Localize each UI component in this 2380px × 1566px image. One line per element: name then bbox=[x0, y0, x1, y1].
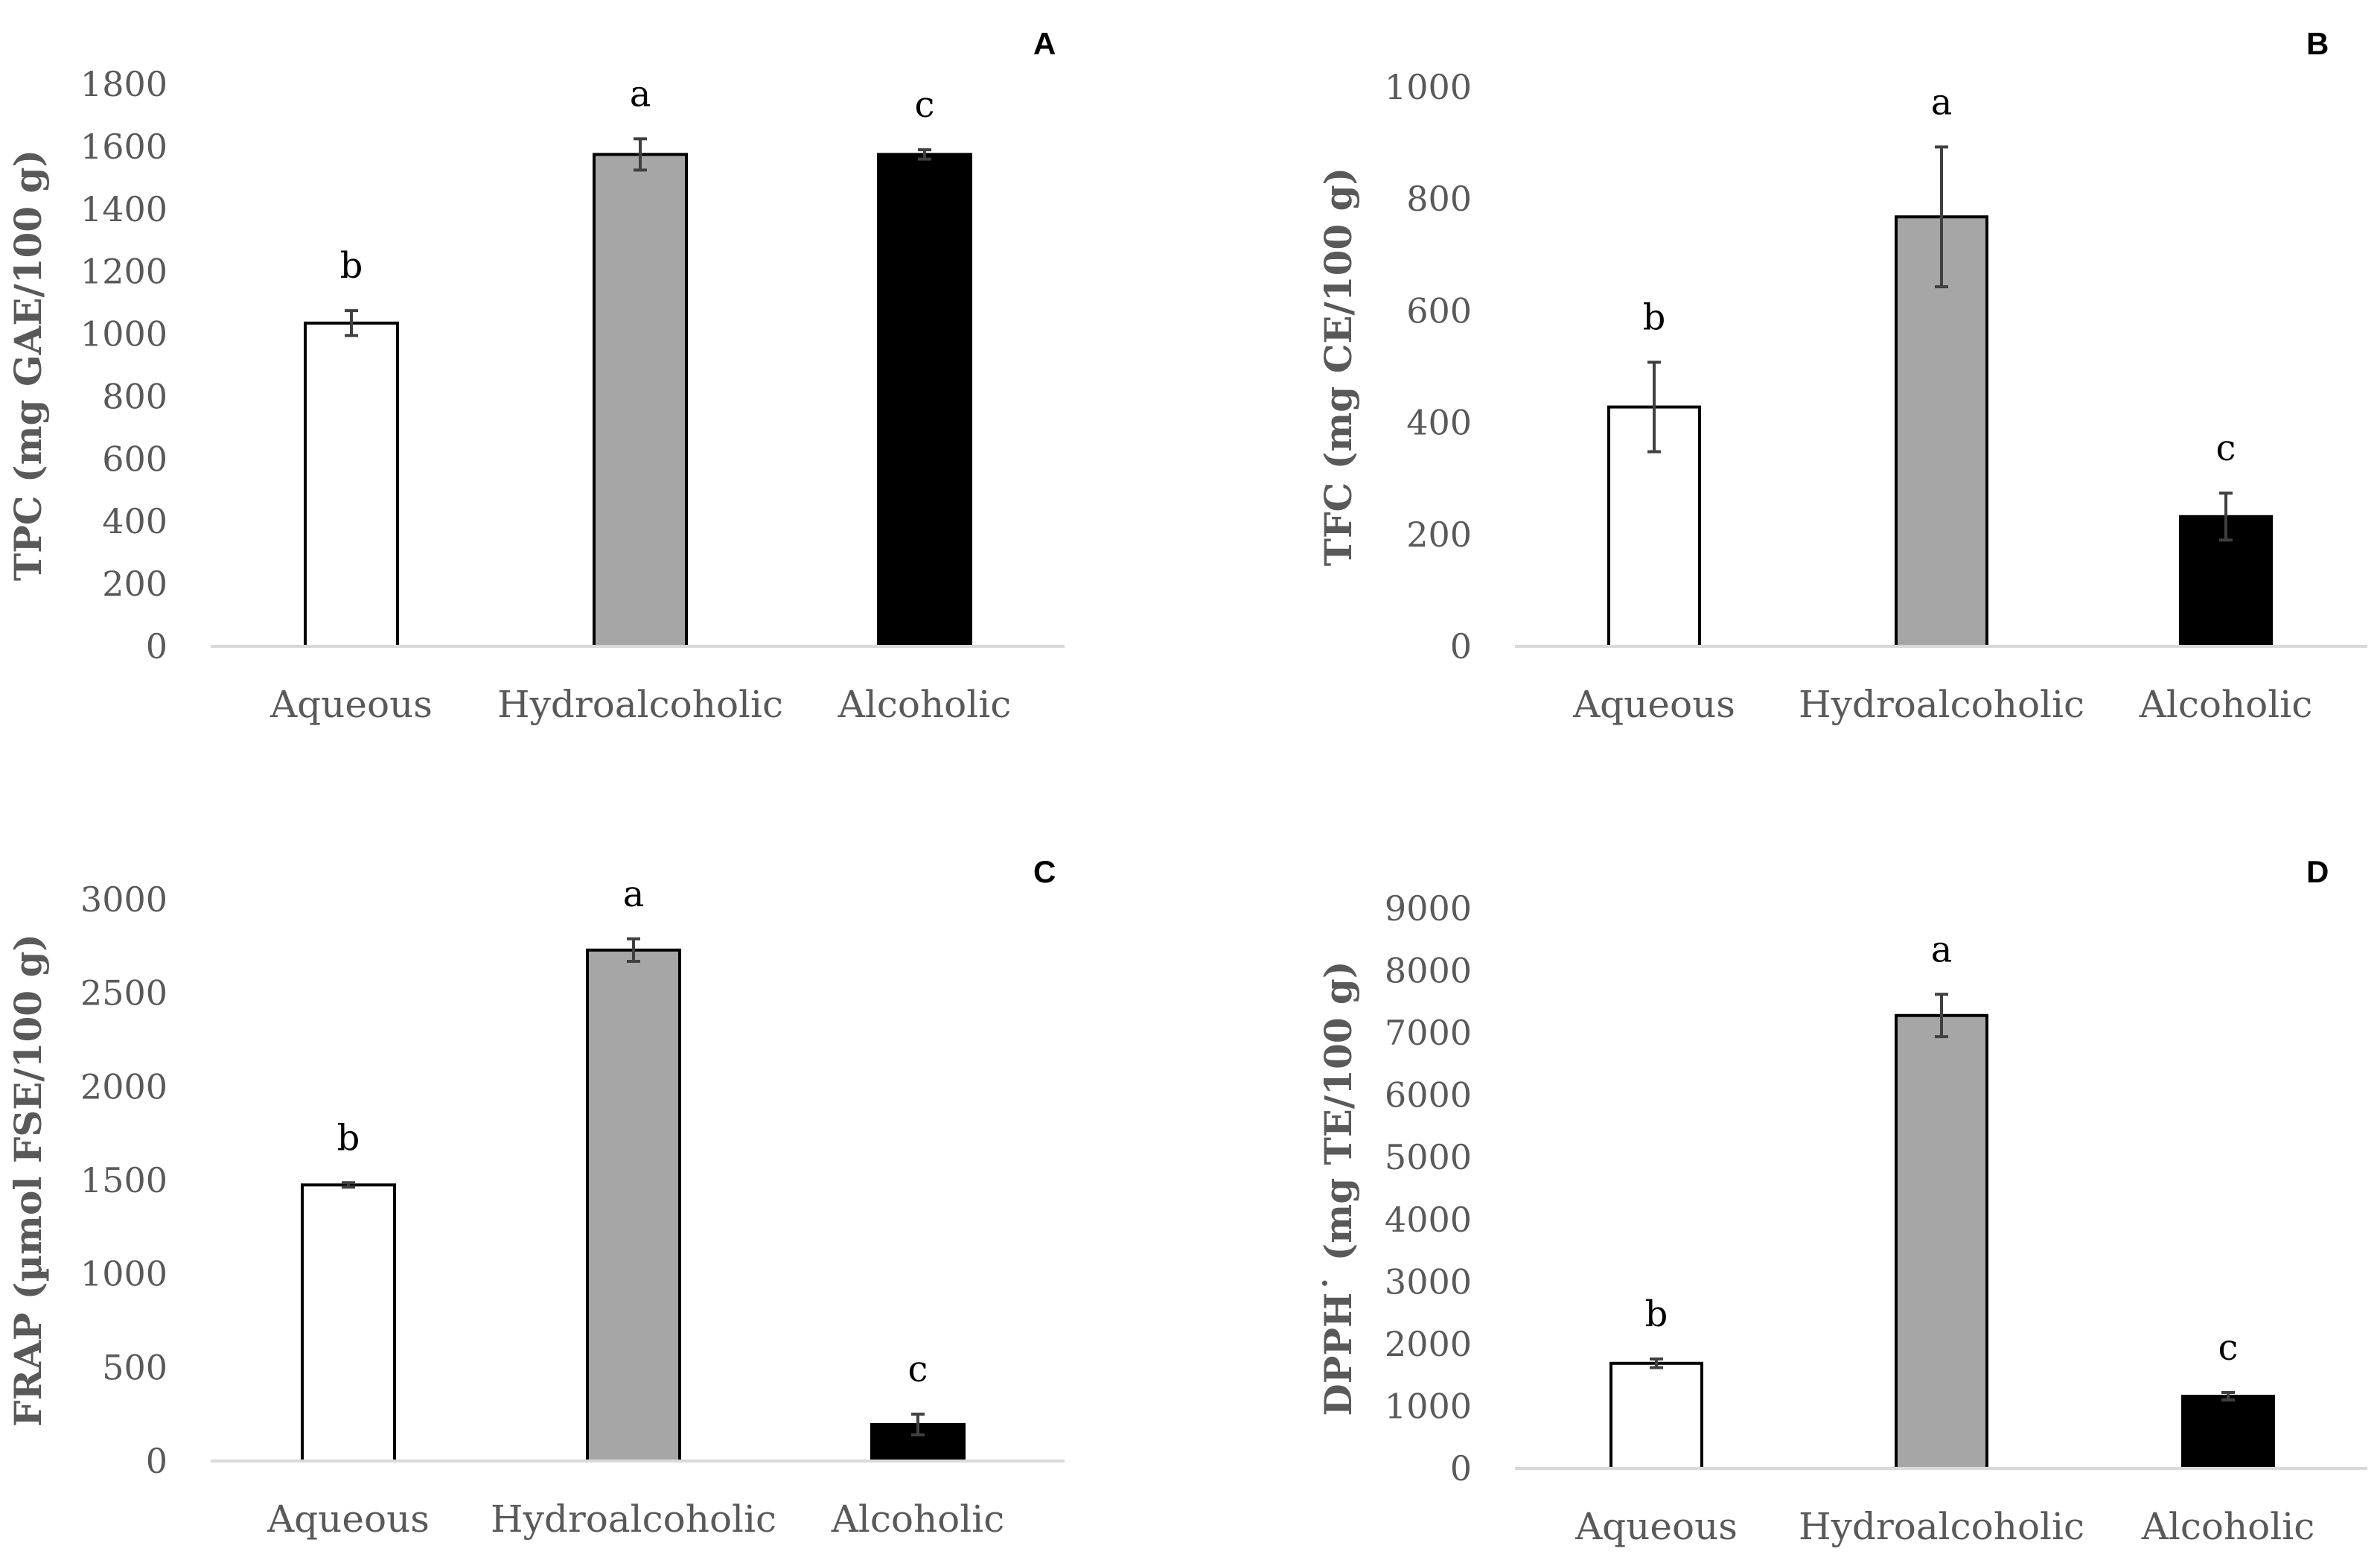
panel-d-ytick-label: 1000 bbox=[1385, 1386, 1472, 1426]
panel-d-category-label: Alcoholic bbox=[2141, 1505, 2315, 1548]
panel-b-ytick-label: 400 bbox=[1406, 403, 1472, 443]
panel-a-ytick-label: 1200 bbox=[80, 252, 168, 292]
panel-a-category-label: Aqueous bbox=[269, 683, 433, 726]
panel-c-letter: C bbox=[1033, 854, 1056, 889]
panel-a-ytick-label: 1000 bbox=[80, 314, 168, 354]
panel-c-category-label: Hydroalcoholic bbox=[491, 1497, 776, 1541]
panel-a-category-label: Alcoholic bbox=[838, 683, 1012, 726]
panel-a-bar-alcoholic bbox=[877, 153, 972, 648]
panel-c-ytick-label: 2000 bbox=[80, 1066, 168, 1107]
panel-a-ytick-label: 400 bbox=[102, 501, 168, 541]
panel-a-ytick-label: 1400 bbox=[80, 189, 168, 229]
panel-c-category-label: Alcoholic bbox=[831, 1497, 1005, 1541]
panel-b-significance-label: a bbox=[1931, 81, 1953, 123]
panel-c-significance-label: b bbox=[337, 1117, 360, 1159]
panel-c-ytick-label: 0 bbox=[146, 1441, 168, 1481]
panel-b-y-axis-label: TFC (mg CE/100 g) bbox=[1316, 168, 1360, 566]
panel-d-ytick-label: 8000 bbox=[1385, 951, 1472, 991]
panel-a-ytick-label: 0 bbox=[146, 626, 168, 666]
panel-d-letter: D bbox=[2306, 854, 2329, 889]
panel-a-significance-label: a bbox=[630, 73, 651, 115]
panel-d-category-label: Aqueous bbox=[1575, 1505, 1738, 1548]
panel-b-letter: B bbox=[2306, 26, 2329, 61]
panel-b-significance-label: b bbox=[1643, 296, 1666, 338]
panel-a-y-axis-label: TPC (mg GAE/100 g) bbox=[6, 150, 50, 581]
panel-a-significance-label: b bbox=[340, 245, 363, 287]
panel-c-significance-label: c bbox=[908, 1349, 928, 1390]
panel-b-ytick-label: 800 bbox=[1406, 179, 1472, 219]
panel-d-ytick-label: 3000 bbox=[1385, 1261, 1472, 1302]
panel-c-ytick-label: 500 bbox=[102, 1347, 168, 1387]
panel-b-significance-label: c bbox=[2216, 427, 2236, 469]
panel-c-category-label: Aqueous bbox=[267, 1497, 430, 1541]
panel-c-bar-aqueous bbox=[301, 1183, 396, 1462]
panel-d-significance-label: c bbox=[2218, 1327, 2239, 1369]
panel-b-ytick-label: 200 bbox=[1406, 515, 1472, 555]
panel-d-ytick-label: 5000 bbox=[1385, 1137, 1472, 1177]
panel-c-y-axis-label: FRAP (µmol FSE/100 g) bbox=[6, 934, 50, 1427]
panel-d-ytick-label: 2000 bbox=[1385, 1324, 1472, 1364]
panel-b-category-label: Alcoholic bbox=[2139, 683, 2313, 726]
panel-a-bar-hydroalcoholic bbox=[593, 153, 688, 648]
panel-a-significance-label: c bbox=[915, 84, 935, 126]
panel-c-ytick-label: 2500 bbox=[80, 973, 168, 1013]
panel-d-bar-aqueous bbox=[1609, 1361, 1703, 1471]
panel-a-ytick-label: 1600 bbox=[80, 127, 168, 167]
panel-c-ytick-label: 1500 bbox=[80, 1160, 168, 1200]
panel-b-category-label: Aqueous bbox=[1572, 683, 1735, 726]
panel-a-ytick-label: 800 bbox=[102, 376, 168, 416]
panel-d-category-label: Hydroalcoholic bbox=[1799, 1505, 2084, 1548]
panel-d-ytick-label: 4000 bbox=[1385, 1200, 1472, 1240]
panel-a-ytick-label: 600 bbox=[102, 439, 168, 479]
panel-c-significance-label: a bbox=[623, 873, 645, 915]
panel-d-ytick-label: 9000 bbox=[1385, 888, 1472, 929]
panel-c-ytick-label: 1000 bbox=[80, 1254, 168, 1294]
panel-b-ytick-label: 600 bbox=[1406, 290, 1472, 331]
panel-d-significance-label: b bbox=[1645, 1293, 1668, 1335]
panel-a-category-label: Hydroalcoholic bbox=[497, 683, 783, 726]
panel-b-ytick-label: 1000 bbox=[1385, 67, 1472, 107]
panel-b-category-label: Hydroalcoholic bbox=[1799, 683, 2084, 726]
panel-d-ytick-label: 6000 bbox=[1385, 1075, 1472, 1115]
panel-a-letter: A bbox=[1033, 26, 1056, 61]
panel-c-ytick-label: 3000 bbox=[80, 879, 168, 920]
panel-d-y-axis-label: DPPH˙ (mg TE/100 g) bbox=[1316, 961, 1360, 1416]
panel-a-bar-aqueous bbox=[304, 321, 399, 648]
panel-d-bar-alcoholic bbox=[2181, 1395, 2275, 1471]
panel-c-bar-hydroalcoholic bbox=[586, 948, 681, 1462]
panel-d-ytick-label: 7000 bbox=[1385, 1013, 1472, 1053]
panel-d-bar-hydroalcoholic bbox=[1895, 1013, 1988, 1470]
panel-a-ytick-label: 200 bbox=[102, 564, 168, 604]
panel-a-ytick-label: 1800 bbox=[80, 64, 168, 104]
panel-b-ytick-label: 0 bbox=[1450, 626, 1472, 666]
panel-d-significance-label: a bbox=[1931, 929, 1953, 970]
panel-d-ytick-label: 0 bbox=[1450, 1448, 1472, 1489]
